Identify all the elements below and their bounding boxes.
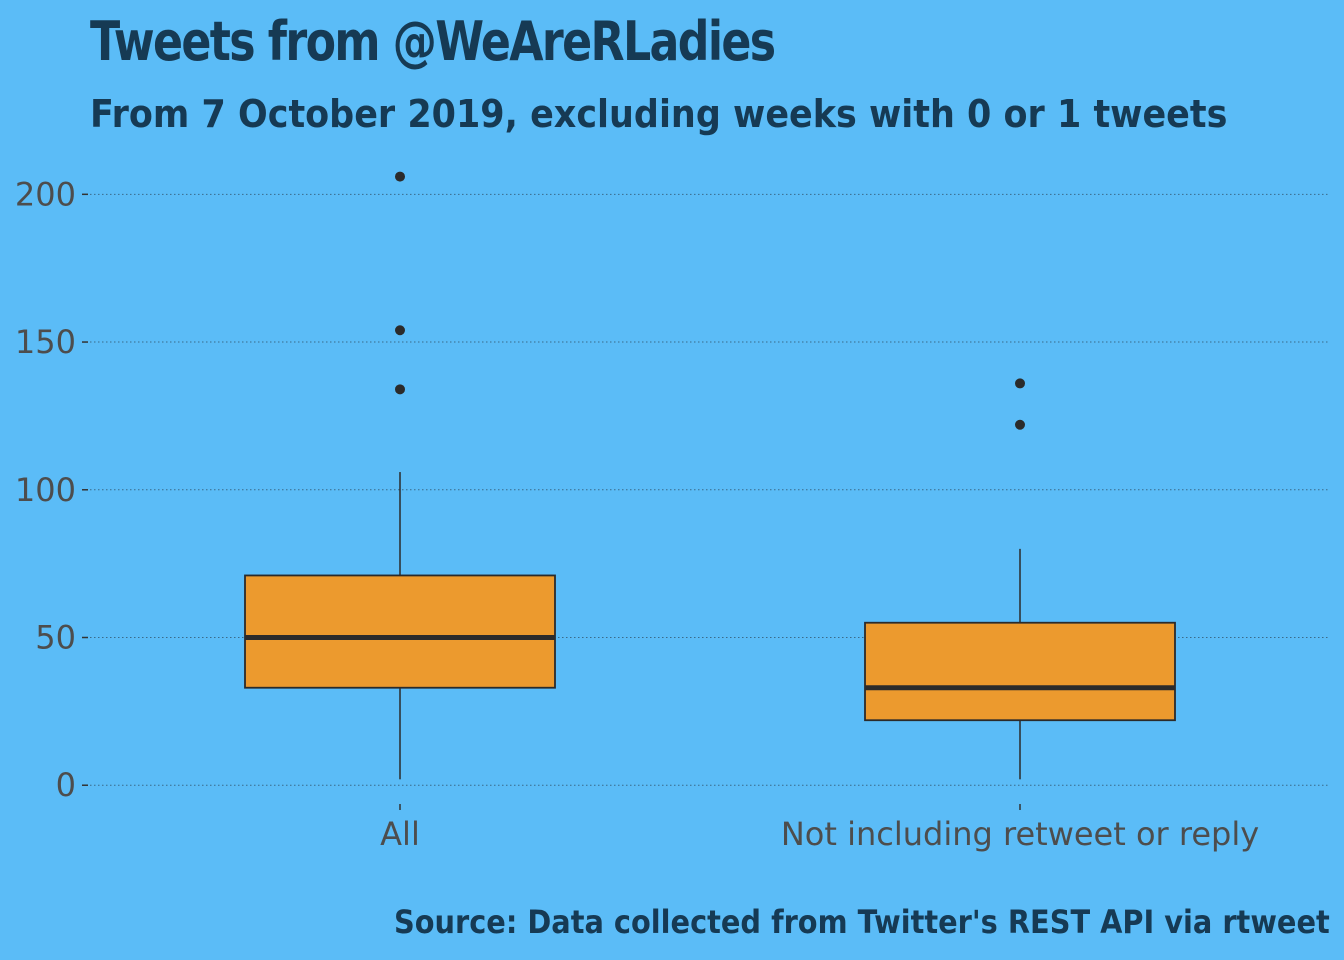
box-iqr — [864, 621, 1176, 722]
outlier-point — [395, 384, 405, 395]
x-tick-label: Not including retweet or reply — [781, 815, 1259, 853]
chart-caption: Source: Data collected from Twitter's RE… — [394, 903, 1330, 941]
outlier-point — [1015, 378, 1025, 389]
box-no-rt-reply — [864, 378, 1176, 780]
x-tick-label: All — [380, 815, 420, 853]
box-all — [244, 171, 556, 780]
y-tick-label: 200 — [15, 175, 76, 213]
chart-subtitle: From 7 October 2019, excluding weeks wit… — [90, 92, 1228, 136]
y-axis: 0 50 100 150 200 — [15, 175, 88, 804]
y-tick-label: 150 — [15, 323, 76, 361]
boxes — [244, 171, 1176, 780]
y-tick-label: 0 — [56, 766, 76, 804]
chart-title: Tweets from @WeAreRLadies — [90, 10, 776, 73]
outlier-point — [395, 325, 405, 336]
outlier-point — [1015, 419, 1025, 430]
y-tick-label: 50 — [35, 619, 76, 657]
box-iqr — [244, 574, 556, 689]
y-tick-label: 100 — [15, 471, 76, 509]
x-axis: All Not including retweet or reply — [380, 804, 1259, 853]
outlier-point — [395, 171, 405, 182]
